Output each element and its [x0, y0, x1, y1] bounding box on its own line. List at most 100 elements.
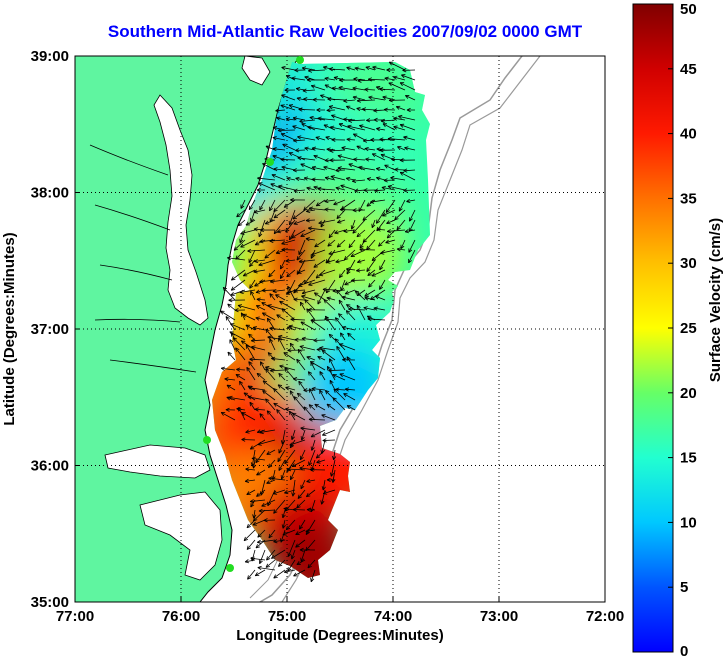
current-arrow [310, 319, 326, 331]
current-arrow [242, 313, 256, 321]
current-arrow [257, 176, 276, 181]
current-arrow [293, 377, 306, 382]
current-arrow [404, 146, 416, 151]
current-arrow [257, 565, 276, 571]
colorbar-tick-label: 0 [680, 643, 688, 659]
current-arrow [332, 397, 346, 411]
current-arrow [252, 519, 266, 526]
current-arrow [311, 249, 326, 256]
current-arrow [315, 136, 326, 141]
current-arrow [248, 199, 256, 211]
current-arrow [300, 321, 316, 331]
current-arrow [275, 108, 286, 113]
current-arrow [366, 177, 376, 182]
current-arrow [281, 239, 296, 245]
current-arrow [266, 479, 276, 485]
current-arrow [240, 340, 256, 351]
current-arrow [326, 296, 336, 301]
current-arrow [248, 361, 256, 371]
current-arrow [399, 82, 416, 91]
current-arrow [359, 124, 376, 131]
current-arrow [230, 323, 246, 331]
current-arrow [255, 316, 266, 321]
current-arrow [365, 157, 376, 162]
current-arrow [341, 295, 356, 301]
current-arrow [270, 183, 286, 191]
current-arrow [269, 338, 276, 351]
current-arrow [376, 176, 386, 181]
current-arrow [337, 219, 346, 224]
current-arrow [323, 165, 336, 171]
current-arrow [300, 429, 306, 441]
current-arrow [252, 509, 257, 519]
current-arrow [332, 449, 337, 461]
current-arrow [388, 82, 406, 91]
current-arrow [324, 76, 336, 81]
current-arrow [299, 301, 306, 311]
current-arrow [337, 166, 356, 171]
current-arrow [322, 429, 336, 436]
current-arrow [364, 296, 376, 301]
colorbar-ticks: 0 5 10 15 20 25 30 35 40 45 50 [668, 1, 697, 659]
y-tick-label: 38:00 [31, 185, 69, 202]
current-arrow [289, 439, 306, 447]
current-arrow [384, 164, 396, 171]
current-arrow [267, 459, 276, 468]
current-arrow [240, 199, 246, 209]
current-arrow [285, 117, 296, 122]
current-arrow [397, 146, 406, 151]
current-arrow [316, 459, 326, 464]
current-arrow [381, 185, 396, 191]
current-arrow [279, 364, 296, 371]
current-arrow [245, 429, 256, 434]
current-arrow [333, 76, 346, 81]
current-arrow [281, 65, 296, 71]
current-arrow [386, 67, 396, 73]
current-arrow [340, 184, 356, 191]
current-arrow [409, 209, 416, 222]
current-arrow [259, 413, 266, 421]
current-arrow [340, 332, 346, 341]
current-arrow [277, 449, 286, 463]
current-arrow [280, 469, 286, 480]
current-arrow [379, 279, 386, 290]
current-arrow [251, 456, 266, 461]
current-arrow [344, 387, 356, 392]
current-arrow [261, 499, 276, 507]
current-arrow [326, 259, 336, 264]
current-arrow [292, 168, 306, 173]
current-arrow [297, 156, 316, 161]
current-arrow [374, 188, 386, 193]
current-arrow [307, 559, 316, 569]
current-arrow [368, 95, 386, 101]
current-arrow [242, 269, 256, 277]
current-arrow [332, 373, 346, 381]
current-arrow [405, 95, 416, 101]
current-arrow [354, 290, 366, 301]
current-arrow [238, 407, 246, 421]
current-arrow [295, 148, 306, 153]
current-arrow [298, 239, 306, 255]
current-arrow [321, 414, 336, 421]
current-arrow [251, 345, 266, 351]
current-arrow [379, 148, 396, 153]
current-arrow [227, 351, 236, 361]
current-arrow [294, 337, 306, 342]
current-arrow [311, 177, 326, 182]
current-arrow [376, 127, 386, 132]
current-arrow [395, 105, 406, 111]
current-arrow [295, 539, 306, 548]
current-arrow [295, 87, 306, 92]
current-arrow [307, 125, 326, 131]
y-tick-label: 36:00 [31, 458, 69, 475]
current-arrow [304, 299, 316, 311]
current-arrow [271, 356, 286, 361]
current-arrow [329, 459, 336, 477]
current-arrow [363, 188, 376, 193]
current-arrow [378, 239, 386, 247]
current-arrow [399, 171, 416, 181]
current-arrow [318, 269, 336, 277]
current-arrow [308, 206, 326, 211]
current-arrow [296, 358, 306, 371]
current-arrow [300, 229, 316, 237]
